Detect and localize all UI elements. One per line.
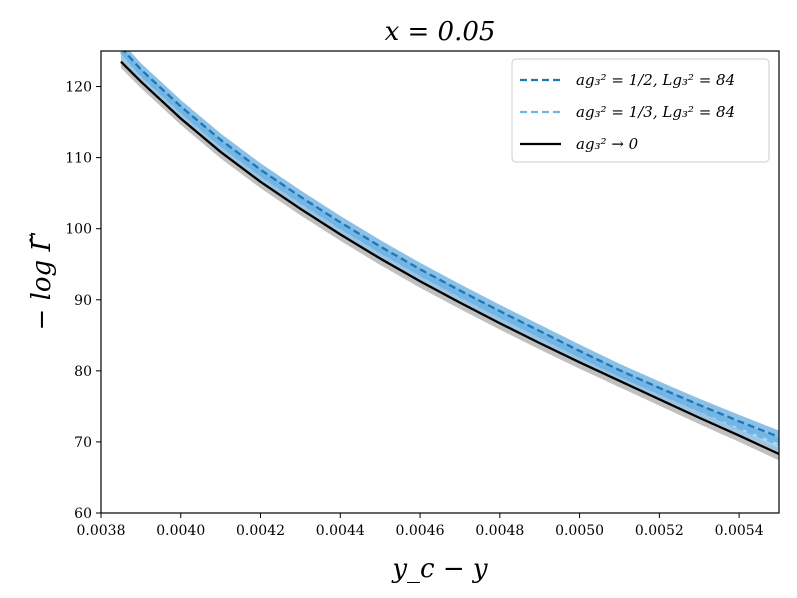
y-tick-label: 110	[65, 151, 92, 167]
y-tick-label: 60	[74, 506, 92, 522]
y-axis-label: − log Γ̃	[27, 233, 57, 331]
series-line-3	[120, 60, 779, 456]
x-tick-label: 0.0048	[475, 523, 524, 539]
x-tick-label: 0.0040	[156, 523, 205, 539]
y-tick-label: 120	[65, 80, 92, 96]
x-tick-label: 0.0052	[635, 523, 684, 539]
legend-label-3: ag₃² → 0	[576, 135, 639, 153]
y-axis-ticks: 60 70 80 90 100 110 120	[65, 80, 101, 522]
y-tick-label: 90	[74, 293, 92, 309]
x-tick-label: 0.0050	[555, 523, 604, 539]
legend-box	[511, 58, 770, 163]
y-tick-label: 70	[74, 435, 92, 451]
chart-title: x = 0.05	[385, 17, 496, 47]
legend-label-2: ag₃² = 1/3, Lg₃² = 84	[576, 103, 735, 121]
x-tick-label: 0.0044	[316, 523, 365, 539]
x-tick-label: 0.0054	[715, 523, 764, 539]
legend: ag₃² = 1/2, Lg₃² = 84 ag₃² = 1/3, Lg₃² = …	[511, 58, 770, 163]
series-line-1	[122, 51, 779, 439]
series-lines	[120, 51, 779, 456]
x-tick-label: 0.0046	[396, 523, 445, 539]
y-tick-label: 100	[65, 222, 92, 238]
x-tick-label: 0.0038	[77, 523, 126, 539]
plot-frame	[100, 50, 780, 514]
series-line-2	[120, 51, 779, 446]
x-tick-label: 0.0042	[236, 523, 285, 539]
x-axis-label: y_c − y	[391, 554, 488, 584]
y-tick-label: 80	[74, 364, 92, 380]
x-axis-ticks: 0.0038 0.0040 0.0042 0.0044 0.0046 0.0048 0.00…	[77, 513, 764, 539]
legend-label-1: ag₃² = 1/2, Lg₃² = 84	[576, 71, 735, 89]
